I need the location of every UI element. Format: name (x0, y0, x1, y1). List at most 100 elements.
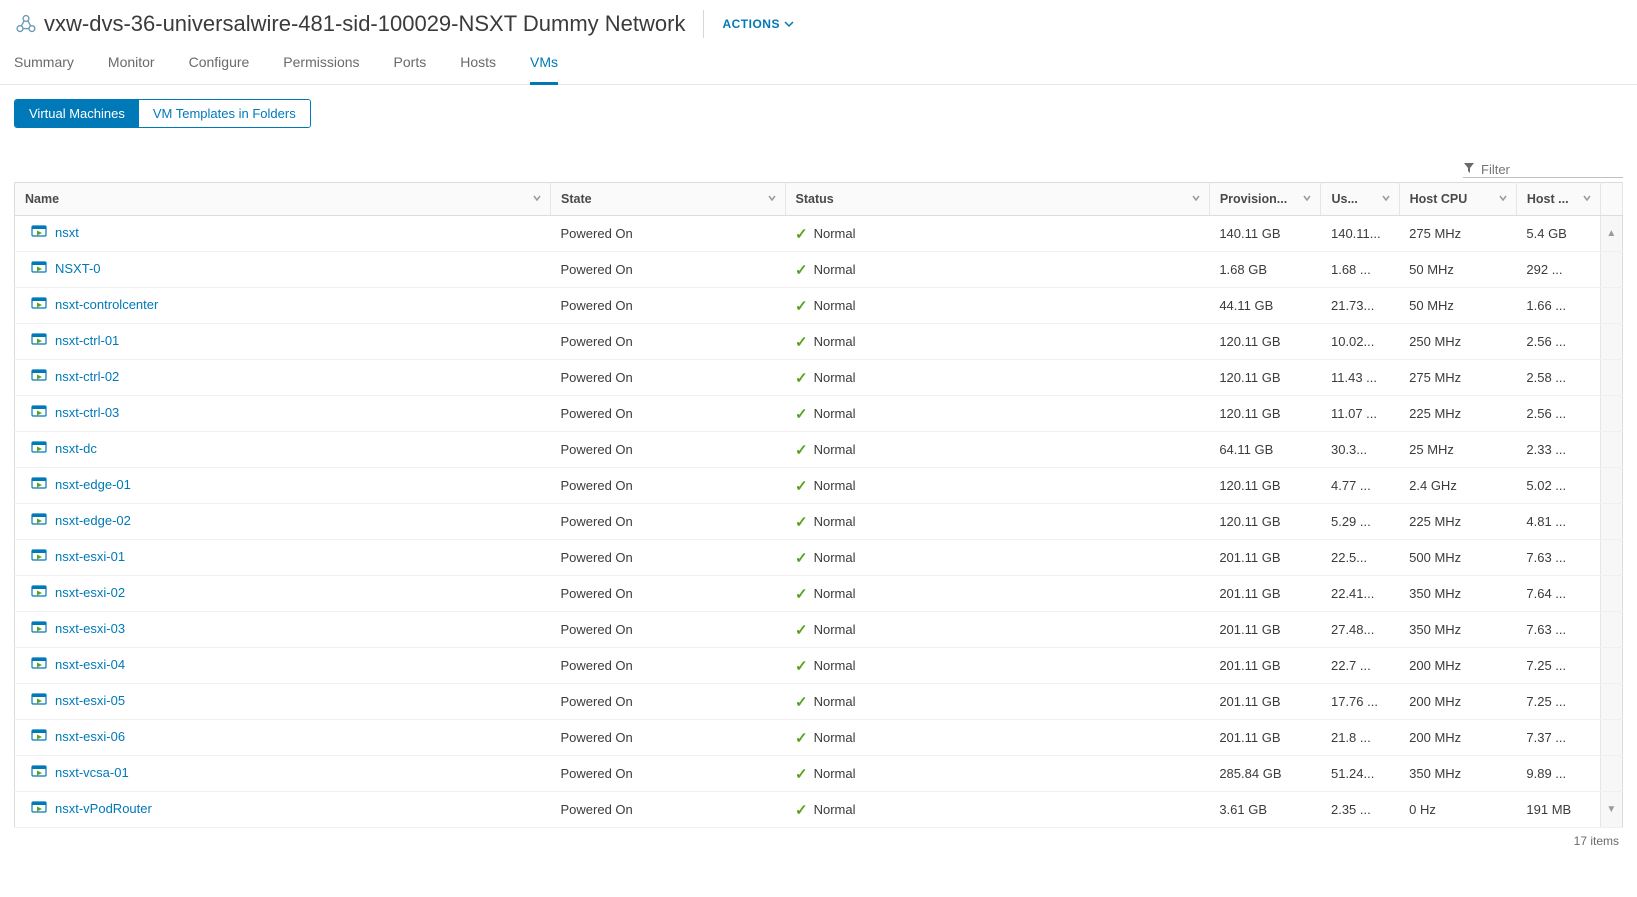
cell-mem: 7.25 ... (1516, 684, 1600, 720)
col-provisioned[interactable]: Provision... (1209, 183, 1321, 216)
cell-mem: 1.66 ... (1516, 288, 1600, 324)
vm-link[interactable]: nsxt-ctrl-03 (55, 405, 119, 420)
vm-link[interactable]: nsxt-esxi-02 (55, 585, 125, 600)
col-status[interactable]: Status (785, 183, 1209, 216)
vm-icon (31, 548, 47, 564)
table-row[interactable]: NSXT-0Powered On✓Normal1.68 GB1.68 ...50… (15, 252, 1623, 288)
table-row[interactable]: nsxt-controlcenterPowered On✓Normal44.11… (15, 288, 1623, 324)
table-row[interactable]: nsxt-vPodRouterPowered On✓Normal3.61 GB2… (15, 792, 1623, 828)
cell-cpu: 225 MHz (1399, 504, 1516, 540)
vm-link[interactable]: nsxt-vcsa-01 (55, 765, 129, 780)
vm-link[interactable]: nsxt-controlcenter (55, 297, 158, 312)
vm-link[interactable]: nsxt-esxi-03 (55, 621, 125, 636)
table-row[interactable]: nsxt-esxi-01Powered On✓Normal201.11 GB22… (15, 540, 1623, 576)
scrollbar-gutter[interactable] (1600, 468, 1622, 504)
filter-input[interactable] (1481, 162, 1623, 177)
table-row[interactable]: nsxt-dcPowered On✓Normal64.11 GB30.3...2… (15, 432, 1623, 468)
cell-mem: 5.02 ... (1516, 468, 1600, 504)
scrollbar-gutter[interactable]: ▼ (1600, 792, 1622, 828)
col-hostmem[interactable]: Host ... (1516, 183, 1600, 216)
scrollbar-gutter[interactable] (1600, 288, 1622, 324)
scrollbar-gutter[interactable] (1600, 540, 1622, 576)
table-row[interactable]: nsxtPowered On✓Normal140.11 GB140.11...2… (15, 216, 1623, 252)
subtab-vm-templates-in-folders[interactable]: VM Templates in Folders (139, 100, 310, 127)
check-icon: ✓ (795, 765, 808, 783)
filter-box[interactable] (1463, 162, 1623, 178)
table-row[interactable]: nsxt-esxi-05Powered On✓Normal201.11 GB17… (15, 684, 1623, 720)
check-icon: ✓ (795, 261, 808, 279)
tab-permissions[interactable]: Permissions (283, 44, 359, 85)
table-footer: 17 items (0, 828, 1637, 862)
vm-link[interactable]: nsxt-ctrl-02 (55, 369, 119, 384)
scrollbar-gutter[interactable] (1600, 360, 1622, 396)
tab-ports[interactable]: Ports (394, 44, 427, 85)
actions-menu[interactable]: ACTIONS (722, 17, 794, 31)
vm-link[interactable]: nsxt-esxi-01 (55, 549, 125, 564)
cell-used: 10.02... (1321, 324, 1399, 360)
scrollbar-gutter[interactable] (1600, 324, 1622, 360)
col-mem-label: Host ... (1527, 192, 1569, 206)
vm-link[interactable]: nsxt-edge-02 (55, 513, 131, 528)
vm-icon (31, 692, 47, 708)
scrollbar-gutter[interactable] (1600, 612, 1622, 648)
cell-used: 4.77 ... (1321, 468, 1399, 504)
cell-cpu: 200 MHz (1399, 648, 1516, 684)
cell-provisioned: 64.11 GB (1209, 432, 1321, 468)
table-row[interactable]: nsxt-ctrl-03Powered On✓Normal120.11 GB11… (15, 396, 1623, 432)
scrollbar-gutter[interactable] (1600, 396, 1622, 432)
table-row[interactable]: nsxt-vcsa-01Powered On✓Normal285.84 GB51… (15, 756, 1623, 792)
table-row[interactable]: nsxt-edge-02Powered On✓Normal120.11 GB5.… (15, 504, 1623, 540)
cell-status: Normal (814, 370, 856, 385)
tab-vms[interactable]: VMs (530, 44, 558, 85)
scrollbar-gutter[interactable] (1600, 252, 1622, 288)
vm-link[interactable]: nsxt-esxi-04 (55, 657, 125, 672)
tab-configure[interactable]: Configure (189, 44, 250, 85)
cell-used: 51.24... (1321, 756, 1399, 792)
subtab-virtual-machines[interactable]: Virtual Machines (15, 100, 139, 127)
cell-status: Normal (814, 262, 856, 277)
col-used[interactable]: Us... (1321, 183, 1399, 216)
table-row[interactable]: nsxt-ctrl-02Powered On✓Normal120.11 GB11… (15, 360, 1623, 396)
vm-link[interactable]: nsxt-ctrl-01 (55, 333, 119, 348)
item-count: 17 items (1574, 834, 1619, 848)
scrollbar-gutter[interactable] (1600, 648, 1622, 684)
table-row[interactable]: nsxt-edge-01Powered On✓Normal120.11 GB4.… (15, 468, 1623, 504)
vm-link[interactable]: nsxt-esxi-06 (55, 729, 125, 744)
col-state[interactable]: State (551, 183, 786, 216)
cell-state: Powered On (551, 540, 786, 576)
col-status-label: Status (796, 192, 834, 206)
cell-cpu: 500 MHz (1399, 540, 1516, 576)
scrollbar-gutter[interactable] (1600, 756, 1622, 792)
cell-used: 21.73... (1321, 288, 1399, 324)
scrollbar-gutter[interactable] (1600, 432, 1622, 468)
vm-link[interactable]: nsxt-esxi-05 (55, 693, 125, 708)
tab-summary[interactable]: Summary (14, 44, 74, 85)
vm-link[interactable]: nsxt-edge-01 (55, 477, 131, 492)
cell-used: 140.11... (1321, 216, 1399, 252)
table-row[interactable]: nsxt-esxi-03Powered On✓Normal201.11 GB27… (15, 612, 1623, 648)
cell-used: 2.35 ... (1321, 792, 1399, 828)
table-row[interactable]: nsxt-esxi-02Powered On✓Normal201.11 GB22… (15, 576, 1623, 612)
vm-link[interactable]: nsxt-vPodRouter (55, 801, 152, 816)
table-row[interactable]: nsxt-esxi-04Powered On✓Normal201.11 GB22… (15, 648, 1623, 684)
vm-link[interactable]: nsxt-dc (55, 441, 97, 456)
scrollbar-gutter[interactable]: ▲ (1600, 216, 1622, 252)
vm-icon (31, 368, 47, 384)
scrollbar-gutter[interactable] (1600, 504, 1622, 540)
scrollbar-gutter[interactable] (1600, 576, 1622, 612)
scrollbar-gutter[interactable] (1600, 684, 1622, 720)
table-row[interactable]: nsxt-esxi-06Powered On✓Normal201.11 GB21… (15, 720, 1623, 756)
vm-link[interactable]: nsxt (55, 225, 79, 240)
table-row[interactable]: nsxt-ctrl-01Powered On✓Normal120.11 GB10… (15, 324, 1623, 360)
tab-hosts[interactable]: Hosts (460, 44, 496, 85)
col-name[interactable]: Name (15, 183, 551, 216)
scrollbar-gutter[interactable] (1600, 720, 1622, 756)
col-state-label: State (561, 192, 592, 206)
page-header: vxw-dvs-36-universalwire-481-sid-100029-… (0, 0, 1637, 44)
check-icon: ✓ (795, 621, 808, 639)
col-hostcpu[interactable]: Host CPU (1399, 183, 1516, 216)
tab-monitor[interactable]: Monitor (108, 44, 155, 85)
cell-used: 22.5... (1321, 540, 1399, 576)
filter-bar (0, 136, 1637, 182)
vm-link[interactable]: NSXT-0 (55, 261, 101, 276)
